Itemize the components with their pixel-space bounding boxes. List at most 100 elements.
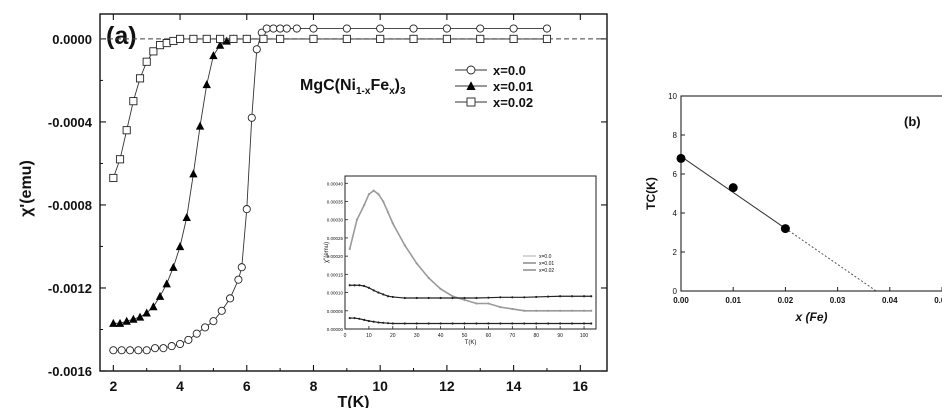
panel-b-x-tick-label: 0.04 [882,296,898,305]
inset-y-tick-label: 0.00035 [327,200,344,205]
inset-data-point-0 [382,200,385,203]
inset-data-point-0 [590,309,593,312]
panel-a-data-point-1 [109,318,118,327]
inset-data-point-0 [403,244,406,247]
inset-x-tick-label: 100 [580,333,589,339]
panel-b-x-tick-label: 0.02 [778,296,794,305]
panel-a-data-point-0 [234,275,243,284]
panel-a-title-part: 1-x [356,86,371,97]
inset-data-point-0 [463,298,466,301]
panel-b-data-point [780,224,790,234]
inset-data-point-1 [511,296,514,299]
inset-data-point-2 [415,322,418,325]
panel-a-data-point-1 [182,213,191,222]
panel-a-data-point-2 [176,34,185,43]
inset-data-point-1 [475,296,478,300]
panel-b-x-axis-label: x (Fe) [794,310,827,324]
inset-data-point-2 [363,318,366,321]
inset-data-point-2 [439,322,442,325]
panel-a-title-part: ) [395,77,400,94]
inset-data-point-2 [358,317,361,320]
panel-a-data-point-2 [476,34,485,43]
panel-b-label: (b) [904,114,921,129]
panel-a-legend-marker [466,65,476,75]
inset-data-point-0 [348,247,351,250]
panel-a-x-tick-label: 4 [176,378,184,394]
inset-data-point-2 [353,316,356,320]
panel-a-data-point-0 [276,24,285,33]
inset-data-point-1 [353,284,356,287]
panel-a-data-point-2 [135,74,145,83]
inset-data-point-2 [367,319,371,323]
inset-data-point-1 [523,296,526,299]
inset-data-point-1 [391,295,394,299]
inset-y-axis-label: χ''(emu) [324,242,330,263]
panel-a-data-point-0 [209,317,218,326]
panel-a-data-point-0 [342,24,351,33]
panel-a-legend-label: x=0.01 [493,79,533,94]
inset-data-point-2 [475,322,478,325]
inset-y-tick-label: 0.00020 [327,254,344,259]
inset-x-tick-label: 70 [510,333,516,339]
panel-a-title-part: Fe [370,77,389,94]
inset-data-point-1 [499,296,502,299]
panel-a-data-point-0 [282,24,291,33]
inset-data-point-2 [463,322,466,325]
panel-a-data-point-0 [192,329,201,338]
panel-a-series-line-0 [113,28,547,351]
panel-b-y-tick-label: 10 [668,92,677,101]
inset-data-point-1 [348,284,351,287]
panel-a-data-point-2 [109,173,118,183]
inset-data-point-2 [559,322,562,325]
panel-a-data-point-0 [376,24,385,33]
inset-y-tick-label: 0.00025 [327,236,344,241]
panel-a-data-point-1 [135,312,145,321]
inset-data-point-0 [377,193,380,196]
inset-data-point-2 [570,322,574,325]
panel-a-data-point-2 [169,36,178,46]
panel-b-x-tick-label: 0.01 [725,296,741,305]
panel-a-data-point-0 [150,344,160,353]
inset-data-point-0 [363,204,366,207]
panel-a-data-point-0 [109,346,118,355]
panel-b-data-point [676,153,686,163]
panel-a-data-point-0 [125,346,135,355]
inset-data-point-0 [372,189,375,192]
panel-a-data-point-0 [262,24,271,33]
inset-y-tick-label: 0.00000 [327,327,344,332]
panel-a-data-point-1 [162,279,171,288]
panel-a-data-point-0 [242,205,251,214]
inset-data-point-1 [382,293,385,296]
panel-a-data-point-2 [129,97,138,106]
panel-a-data-point-0 [292,24,301,33]
panel-a-data-point-2 [342,34,351,43]
panel-a-x-tick-label: 2 [109,378,117,394]
inset-data-point-2 [582,322,586,325]
panel-a-x-tick-label: 14 [506,378,522,394]
panel-a-x-tick-label: 12 [439,378,455,394]
panel-b-y-tick-label: 2 [673,248,678,257]
panel-a-data-point-2 [142,57,151,66]
inset-x-tick-label: 80 [533,333,539,339]
inset-x-tick-label: 10 [366,333,372,339]
inset-data-point-2 [427,322,430,325]
panel-a-data-point-0 [217,306,226,315]
panel-a-data-point-0 [226,294,235,303]
inset-data-point-2 [511,322,514,325]
panel-a-label: (a) [106,22,137,50]
inset-x-tick-label: 40 [438,333,444,339]
inset-data-point-1 [377,291,380,294]
panel-b-y-axis-label: TC(K) [644,177,658,210]
panel-a-x-tick-label: 16 [573,378,589,394]
panel-a-title-part: MgC(Ni [300,77,356,94]
inset-data-point-1 [386,295,390,298]
panel-b-x-tick-label: 0.00 [673,296,689,305]
panel-a-x-tick-label: 8 [310,378,318,394]
inset-data-point-1 [582,295,586,298]
inset-data-point-2 [499,322,502,325]
inset-data-point-0 [570,309,574,312]
inset-data-point-2 [590,322,593,325]
panel-a-data-point-0 [309,24,318,33]
inset-data-point-1 [463,296,466,300]
inset-data-point-2 [382,321,385,324]
